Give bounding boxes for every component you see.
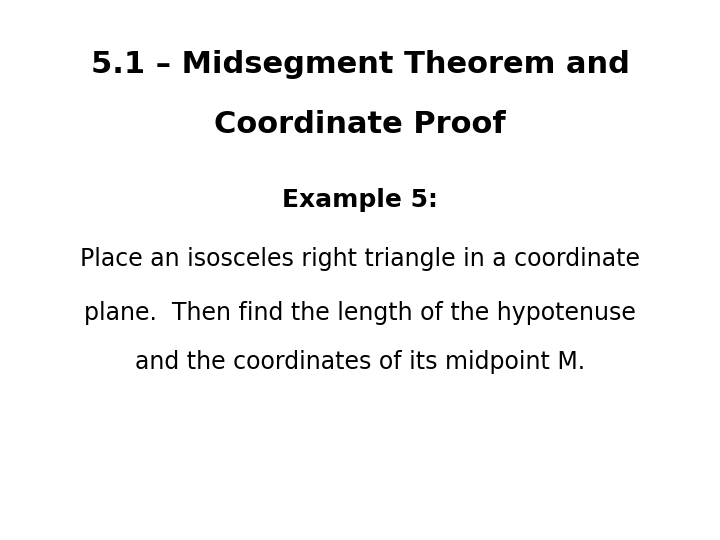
Text: and the coordinates of its midpoint M.: and the coordinates of its midpoint M. [135, 350, 585, 374]
Text: plane.  Then find the length of the hypotenuse: plane. Then find the length of the hypot… [84, 301, 636, 325]
Text: Place an isosceles right triangle in a coordinate: Place an isosceles right triangle in a c… [80, 247, 640, 271]
Text: Example 5:: Example 5: [282, 188, 438, 212]
Text: Coordinate Proof: Coordinate Proof [214, 110, 506, 139]
Text: 5.1 – Midsegment Theorem and: 5.1 – Midsegment Theorem and [91, 50, 629, 79]
